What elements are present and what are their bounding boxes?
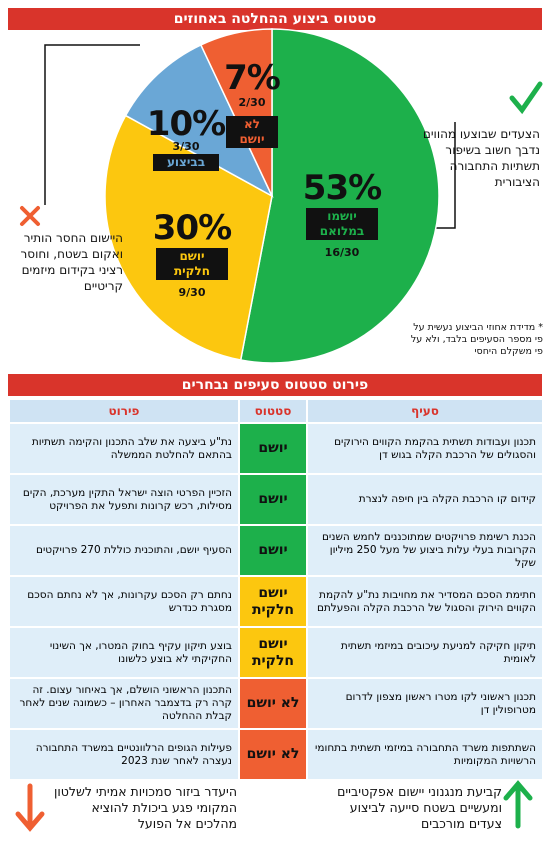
status-table: סעיף סטטוס פירוט תכנון ועבודות תשתית בהקמת … [8, 398, 544, 781]
category-label: יושמו במלואם [306, 208, 378, 240]
up-arrow [503, 780, 533, 829]
category-label: יושם חלקית [156, 248, 228, 280]
item-cell: הכנת רשימת פרויקטים שמתוכננים לחמש השנים… [306, 524, 544, 577]
annotation: הצעדים שבוצעו מהווים נדבך חשוב בשיפור תש… [422, 127, 540, 189]
detail-cell: התכנון הראשוני הושלם, אך באיחור עצום. זה… [8, 677, 240, 730]
footer-positive: קביעת מנגנוני יישום אפקטיביים ומעשיים בש… [337, 784, 502, 831]
status-cell: יושם [238, 524, 308, 577]
table-row: תכנון ועבודות תשתית בהקמת הקווים הירוקים… [8, 422, 544, 475]
pie-slice [239, 28, 440, 364]
item-cell: חתימת הסכם המסדיר את מחויבות נת"ע להקמת … [306, 575, 544, 628]
pie-chart [20, 28, 543, 364]
detail-cell: פעילות הגופים הרלוונטיים במשרד התחבורה נ… [8, 728, 240, 781]
header-row: סעיף סטטוס פירוט [8, 398, 544, 424]
table-row: קידום קו הרכבת הקלה בין חיפה לנצרת יושם הז… [8, 473, 544, 526]
table-row: תיקון חקיקה למניעת עיכובים במיזמי תשתית … [8, 626, 544, 679]
category-label: לא יושם [226, 116, 278, 148]
item-cell: תיקון חקיקה למניעת עיכובים במיזמי תשתית … [306, 626, 544, 679]
table-title: פירוט סטטוס סעיפים נבחרים [8, 374, 542, 396]
column-header: פירוט [8, 398, 240, 424]
fraction-label: 2/30 [238, 96, 266, 109]
callout-line [44, 44, 140, 205]
status-cell: יושם חלקית [238, 575, 308, 628]
value-label: 10% [146, 104, 226, 144]
category-label: בביצוע [153, 154, 219, 171]
pie-slice [104, 114, 273, 361]
column-header: סעיף [306, 398, 544, 424]
table-row: תכנון ראשוני לקו מטרו ראשון מצפון לדרום … [8, 677, 544, 730]
status-cell: יושם [238, 473, 308, 526]
status-cell: לא יושם [238, 677, 308, 730]
fraction-label: 16/30 [324, 246, 360, 259]
x-icon [20, 206, 40, 226]
value-label: 7% [224, 58, 281, 98]
detail-cell: נחתם רק הסכם עקרונות, אך לא נחתם הסכם מס… [8, 575, 240, 628]
pie-slice [199, 28, 273, 197]
table-row: חתימת הסכם המסדיר את מחויבות נת"ע להקמת … [8, 575, 544, 628]
item-cell: השתתפות משרד התחבורה במיזמי תשתית בתחומי… [306, 728, 544, 781]
value-label: 53% [302, 168, 382, 208]
value-label: 30% [152, 208, 232, 248]
status-cell: יושם חלקית [238, 626, 308, 679]
detail-cell: בוצע תיקון עקיף בחוק המטרו, אך השינוי הח… [8, 626, 240, 679]
detail-cell: הזכיין הפרטי הוצה ישראל התקין מערכת, הקי… [8, 473, 240, 526]
footnote: * מדידת אחוזי הביצוע נעשית על פי מספר הס… [410, 322, 543, 357]
annotation: היישום החסר הותיר ואקום בשטח, וחוסר רצינ… [20, 231, 123, 293]
status-cell: יושם [238, 422, 308, 475]
status-cell: לא יושם [238, 728, 308, 781]
check-icon [509, 81, 543, 115]
column-header: סטטוס [238, 398, 308, 424]
chart-title: סטטוס ביצוע ההחלטה באחוזים [8, 8, 542, 30]
footer-negative: היעדר ביזור סמכויות אמיתי לשלטון המקומי … [53, 784, 237, 831]
table-row: הכנת רשימת פרויקטים שמתוכננים לחמש השנים… [8, 524, 544, 577]
item-cell: קידום קו הרכבת הקלה בין חיפה לנצרת [306, 473, 544, 526]
item-cell: תכנון ועבודות תשתית בהקמת הקווים הירוקים… [306, 422, 544, 475]
down-arrow [15, 783, 45, 832]
pie-slice [124, 43, 274, 198]
footer-icons [15, 780, 533, 832]
table-row: השתתפות משרד התחבורה במיזמי תשתית בתחומי… [8, 728, 544, 781]
fraction-label: 3/30 [172, 140, 200, 153]
fraction-label: 9/30 [178, 286, 206, 299]
detail-cell: הסעיף יושם, והתוכנית כוללת 270 פרויקטים [8, 524, 240, 577]
item-cell: תכנון ראשוני לקו מטרו ראשון מצפון לדרום … [306, 677, 544, 730]
detail-cell: נת"ע ביצעה את שלב התכנון והקימה תשתיות ב… [8, 422, 240, 475]
